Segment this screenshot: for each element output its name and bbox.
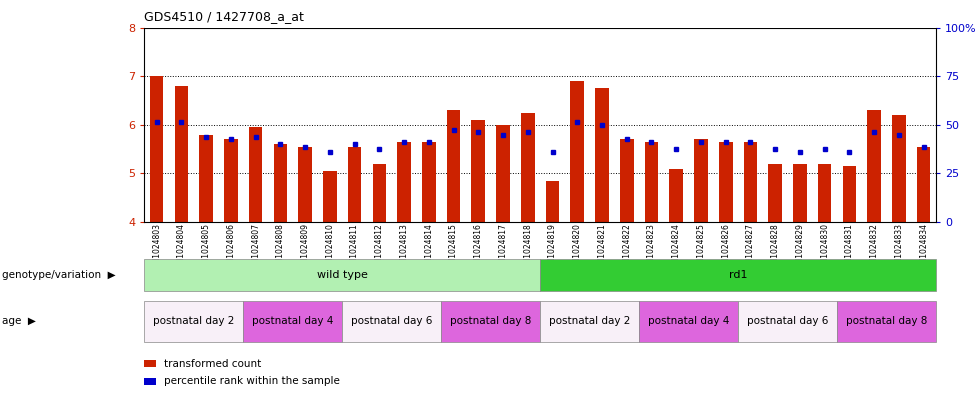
Bar	[175, 86, 188, 222]
Text: postnatal day 4: postnatal day 4	[253, 316, 333, 326]
Bar	[793, 163, 806, 222]
Bar	[670, 169, 683, 222]
Text: age  ▶: age ▶	[2, 316, 36, 326]
Text: genotype/variation  ▶: genotype/variation ▶	[2, 270, 116, 280]
Bar	[372, 163, 386, 222]
Text: postnatal day 2: postnatal day 2	[153, 316, 234, 326]
Bar	[298, 147, 312, 222]
Text: postnatal day 2: postnatal day 2	[549, 316, 630, 326]
Bar	[694, 140, 708, 222]
Text: GDS4510 / 1427708_a_at: GDS4510 / 1427708_a_at	[144, 10, 304, 23]
Bar	[768, 163, 782, 222]
Bar	[570, 81, 584, 222]
Bar	[150, 76, 164, 222]
Bar	[868, 110, 881, 222]
Text: transformed count: transformed count	[164, 358, 261, 369]
Bar	[620, 140, 634, 222]
Bar	[397, 142, 410, 222]
Bar	[274, 144, 288, 222]
Text: postnatal day 8: postnatal day 8	[450, 316, 531, 326]
Bar	[546, 181, 560, 222]
Bar	[719, 142, 732, 222]
Text: postnatal day 8: postnatal day 8	[846, 316, 927, 326]
Bar	[892, 115, 906, 222]
Bar	[472, 120, 486, 222]
Text: postnatal day 6: postnatal day 6	[351, 316, 432, 326]
Bar	[818, 163, 832, 222]
Bar	[224, 140, 238, 222]
Bar	[644, 142, 658, 222]
Text: postnatal day 6: postnatal day 6	[747, 316, 828, 326]
Bar	[916, 147, 930, 222]
Bar	[323, 171, 336, 222]
Bar	[249, 127, 262, 222]
Bar	[422, 142, 436, 222]
Text: postnatal day 4: postnatal day 4	[648, 316, 729, 326]
Bar	[496, 125, 510, 222]
Bar	[447, 110, 460, 222]
Bar	[744, 142, 758, 222]
Bar	[842, 166, 856, 222]
Bar	[348, 147, 362, 222]
Bar	[595, 88, 608, 222]
Bar	[199, 134, 213, 222]
Text: wild type: wild type	[317, 270, 368, 280]
Text: rd1: rd1	[729, 270, 747, 280]
Text: percentile rank within the sample: percentile rank within the sample	[164, 376, 339, 386]
Bar	[521, 113, 534, 222]
